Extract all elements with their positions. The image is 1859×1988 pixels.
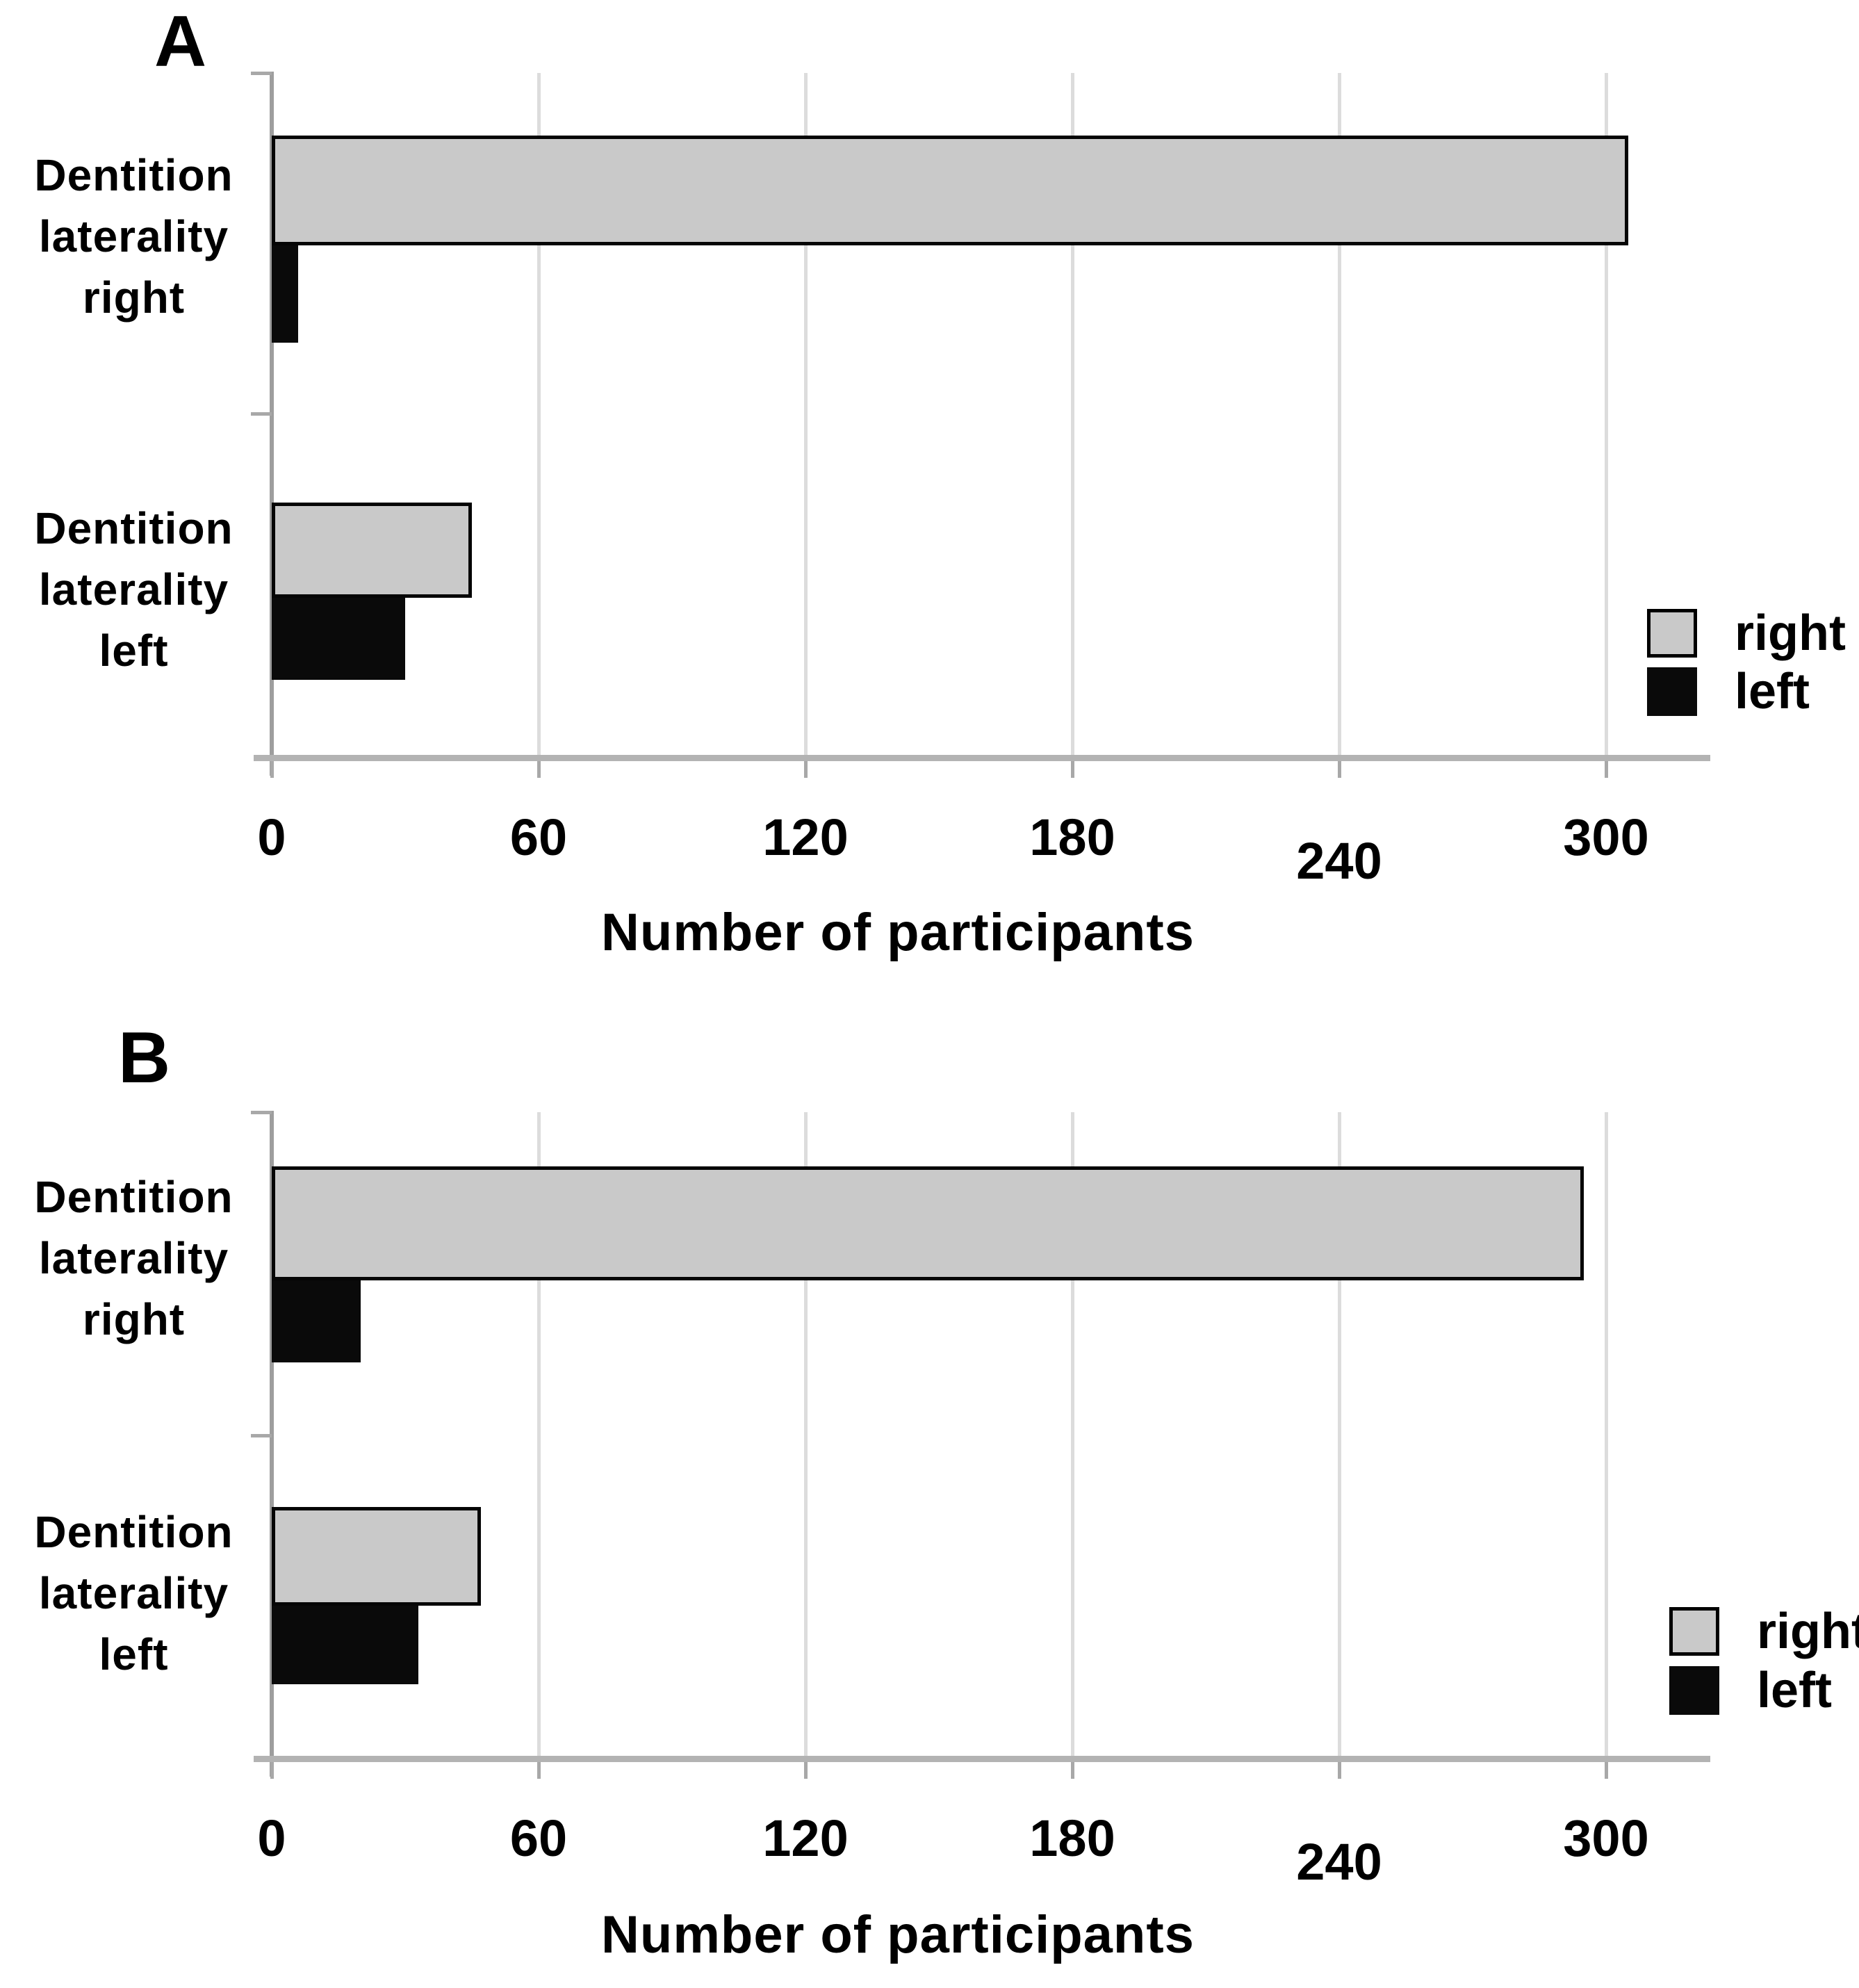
- x-tick-label-240: 240: [1296, 1833, 1382, 1891]
- value-tick-60: [537, 1762, 541, 1779]
- x-axis-title: Number of participants: [601, 1905, 1195, 1964]
- category-label-line: right: [82, 1294, 186, 1344]
- value-tick-120: [804, 761, 808, 778]
- gridline-180: [1071, 73, 1074, 758]
- category-label: Dentition laterality right: [3, 145, 264, 328]
- category-label-line: Dentition: [34, 1507, 234, 1557]
- legend-swatch-right: [1669, 1607, 1719, 1656]
- bar-right-series-b-cat0: [272, 1166, 1584, 1280]
- category-label-line: laterality: [38, 564, 229, 614]
- bar-right-series-a-cat0: [272, 136, 1628, 245]
- value-tick-60: [537, 761, 541, 778]
- gridline-180: [1071, 1112, 1074, 1759]
- category-label-line: laterality: [38, 1233, 229, 1283]
- gridline-120: [804, 73, 808, 758]
- bar-right-series-a-cat1: [272, 503, 472, 598]
- legend-label-left: left: [1757, 1663, 1832, 1718]
- category-boundary-tick-1: [251, 412, 272, 416]
- value-tick-0: [270, 1762, 274, 1779]
- x-tick-label-120: 120: [762, 808, 849, 866]
- value-tick-300: [1605, 761, 1608, 778]
- value-tick-180: [1071, 1762, 1074, 1779]
- x-tick-label-60: 60: [509, 808, 568, 866]
- x-tick-label-180: 180: [1029, 808, 1115, 866]
- x-tick-label-300: 300: [1563, 1809, 1649, 1867]
- x-tick-label-180: 180: [1029, 1809, 1115, 1867]
- value-tick-0: [270, 761, 274, 778]
- bar-left-series-b-cat0: [272, 1280, 361, 1362]
- x-tick-label-240: 240: [1296, 832, 1382, 890]
- category-label: Dentition laterality left: [3, 1501, 264, 1685]
- x-tick-label-0: 0: [257, 808, 286, 866]
- bar-left-series-a-cat0: [272, 245, 298, 343]
- category-label-line: laterality: [38, 211, 229, 261]
- category-axis-line: [270, 1111, 274, 1777]
- x-tick-label-60: 60: [509, 1809, 568, 1867]
- bar-left-series-b-cat1: [272, 1606, 418, 1684]
- category-boundary-tick-1: [251, 1434, 272, 1437]
- category-label-line: right: [82, 272, 186, 323]
- category-label: Dentition laterality left: [3, 498, 264, 681]
- x-tick-label-0: 0: [257, 1809, 286, 1867]
- category-label-line: Dentition: [34, 150, 234, 200]
- category-boundary-tick-0: [251, 72, 272, 75]
- x-tick-label-120: 120: [762, 1809, 849, 1867]
- value-axis-line: [254, 1756, 1710, 1762]
- value-tick-240: [1338, 761, 1341, 778]
- category-label-line: laterality: [38, 1568, 229, 1618]
- gridline-60: [537, 73, 541, 758]
- gridline-60: [537, 1112, 541, 1759]
- gridline-300: [1605, 1112, 1608, 1759]
- value-tick-300: [1605, 1762, 1608, 1779]
- legend-swatch-left: [1647, 667, 1697, 716]
- category-axis-line: [270, 72, 274, 776]
- value-axis-line: [254, 755, 1710, 761]
- category-label: Dentition laterality right: [3, 1166, 264, 1350]
- category-label-line: left: [99, 1629, 169, 1679]
- category-label-line: left: [99, 626, 169, 676]
- gridline-300: [1605, 73, 1608, 758]
- value-tick-180: [1071, 761, 1074, 778]
- legend-swatch-left: [1669, 1666, 1719, 1715]
- bar-left-series-a-cat1: [272, 598, 405, 680]
- gridline-240: [1338, 1112, 1341, 1759]
- legend-label-right: right: [1735, 605, 1846, 661]
- legend-swatch-right: [1647, 609, 1697, 658]
- category-label-line: Dentition: [34, 1172, 234, 1222]
- category-boundary-tick-0: [251, 1111, 272, 1114]
- gridline-120: [804, 1112, 808, 1759]
- bar-right-series-b-cat1: [272, 1507, 481, 1606]
- value-tick-120: [804, 1762, 808, 1779]
- value-tick-240: [1338, 1762, 1341, 1779]
- category-label-line: Dentition: [34, 503, 234, 553]
- x-axis-title: Number of participants: [601, 903, 1195, 962]
- panel-letter-b: B: [118, 1018, 172, 1098]
- legend-label-right: right: [1757, 1604, 1859, 1659]
- x-tick-label-300: 300: [1563, 808, 1649, 866]
- panel-letter-a: A: [154, 1, 208, 82]
- legend-label-left: left: [1735, 664, 1810, 719]
- gridline-240: [1338, 73, 1341, 758]
